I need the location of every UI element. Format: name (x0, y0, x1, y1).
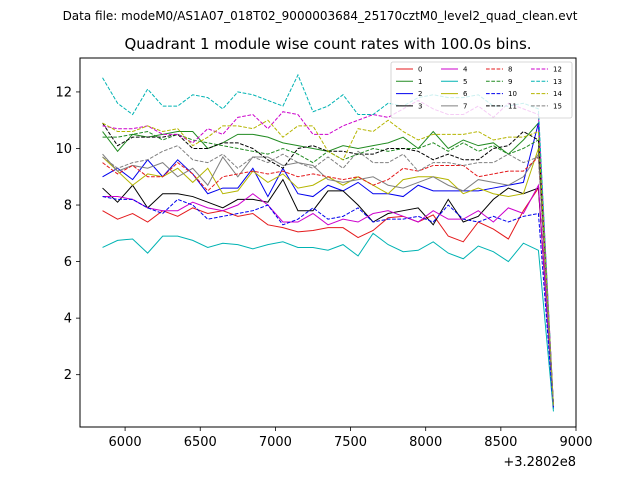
chart-title: Quadrant 1 module wise count rates with … (124, 35, 531, 53)
x-axis-ticks: 6000 6500 7000 7500 8000 8500 9000 (109, 427, 593, 450)
y-axis-ticks: 2 4 6 8 10 12 (55, 85, 80, 383)
legend-label-5: 5 (463, 78, 467, 86)
legend-label-10: 10 (508, 90, 517, 98)
series-line-14 (102, 119, 554, 406)
legend-label-12: 12 (553, 66, 562, 74)
series-line-3 (102, 178, 554, 406)
x-tick-label: 6500 (184, 435, 217, 450)
series-line-2 (102, 122, 554, 409)
x-tick-label: 7000 (259, 435, 292, 450)
series-line-12 (102, 99, 554, 406)
y-tick-label: 6 (64, 255, 72, 270)
y-tick-label: 10 (55, 142, 72, 157)
legend-label-11: 11 (508, 102, 517, 110)
legend-label-15: 15 (553, 102, 562, 110)
legend-label-8: 8 (508, 66, 512, 74)
legend-frame (390, 61, 573, 119)
series-line-5 (102, 232, 554, 412)
legend-label-3: 3 (418, 102, 422, 110)
legend-label-6: 6 (463, 90, 468, 98)
x-tick-label: 8000 (409, 435, 442, 450)
legend-label-7: 7 (463, 102, 467, 110)
series-line-0 (102, 186, 554, 406)
series-line-10 (102, 196, 554, 409)
x-tick-label: 8500 (484, 435, 517, 450)
legend-label-2: 2 (418, 90, 422, 98)
legend-label-13: 13 (553, 78, 562, 86)
plot-lines (102, 73, 554, 412)
x-axis-offset-label: +3.2802e8 (503, 455, 576, 470)
y-tick-label: 2 (64, 368, 72, 383)
legend-label-1: 1 (418, 78, 422, 86)
x-tick-label: 7500 (334, 435, 367, 450)
series-line-11 (102, 122, 554, 406)
series-line-8 (102, 155, 554, 406)
legend-label-0: 0 (418, 66, 422, 74)
series-line-1 (102, 121, 554, 406)
series-line-6 (102, 148, 554, 406)
y-tick-label: 4 (64, 312, 72, 327)
series-line-13 (102, 73, 554, 409)
legend-label-4: 4 (463, 66, 468, 74)
series-line-7 (102, 152, 554, 406)
figure-suptitle: Data file: modeM0/AS1A07_018T02_90000036… (63, 9, 578, 23)
axes-frame (79, 57, 577, 428)
x-tick-label: 9000 (559, 435, 592, 450)
legend-label-14: 14 (553, 90, 562, 98)
legend-label-9: 9 (508, 78, 512, 86)
y-tick-label: 8 (64, 199, 72, 214)
y-tick-label: 12 (55, 85, 72, 100)
x-tick-label: 6000 (109, 435, 142, 450)
series-line-4 (102, 183, 554, 409)
series-line-15 (102, 145, 554, 406)
